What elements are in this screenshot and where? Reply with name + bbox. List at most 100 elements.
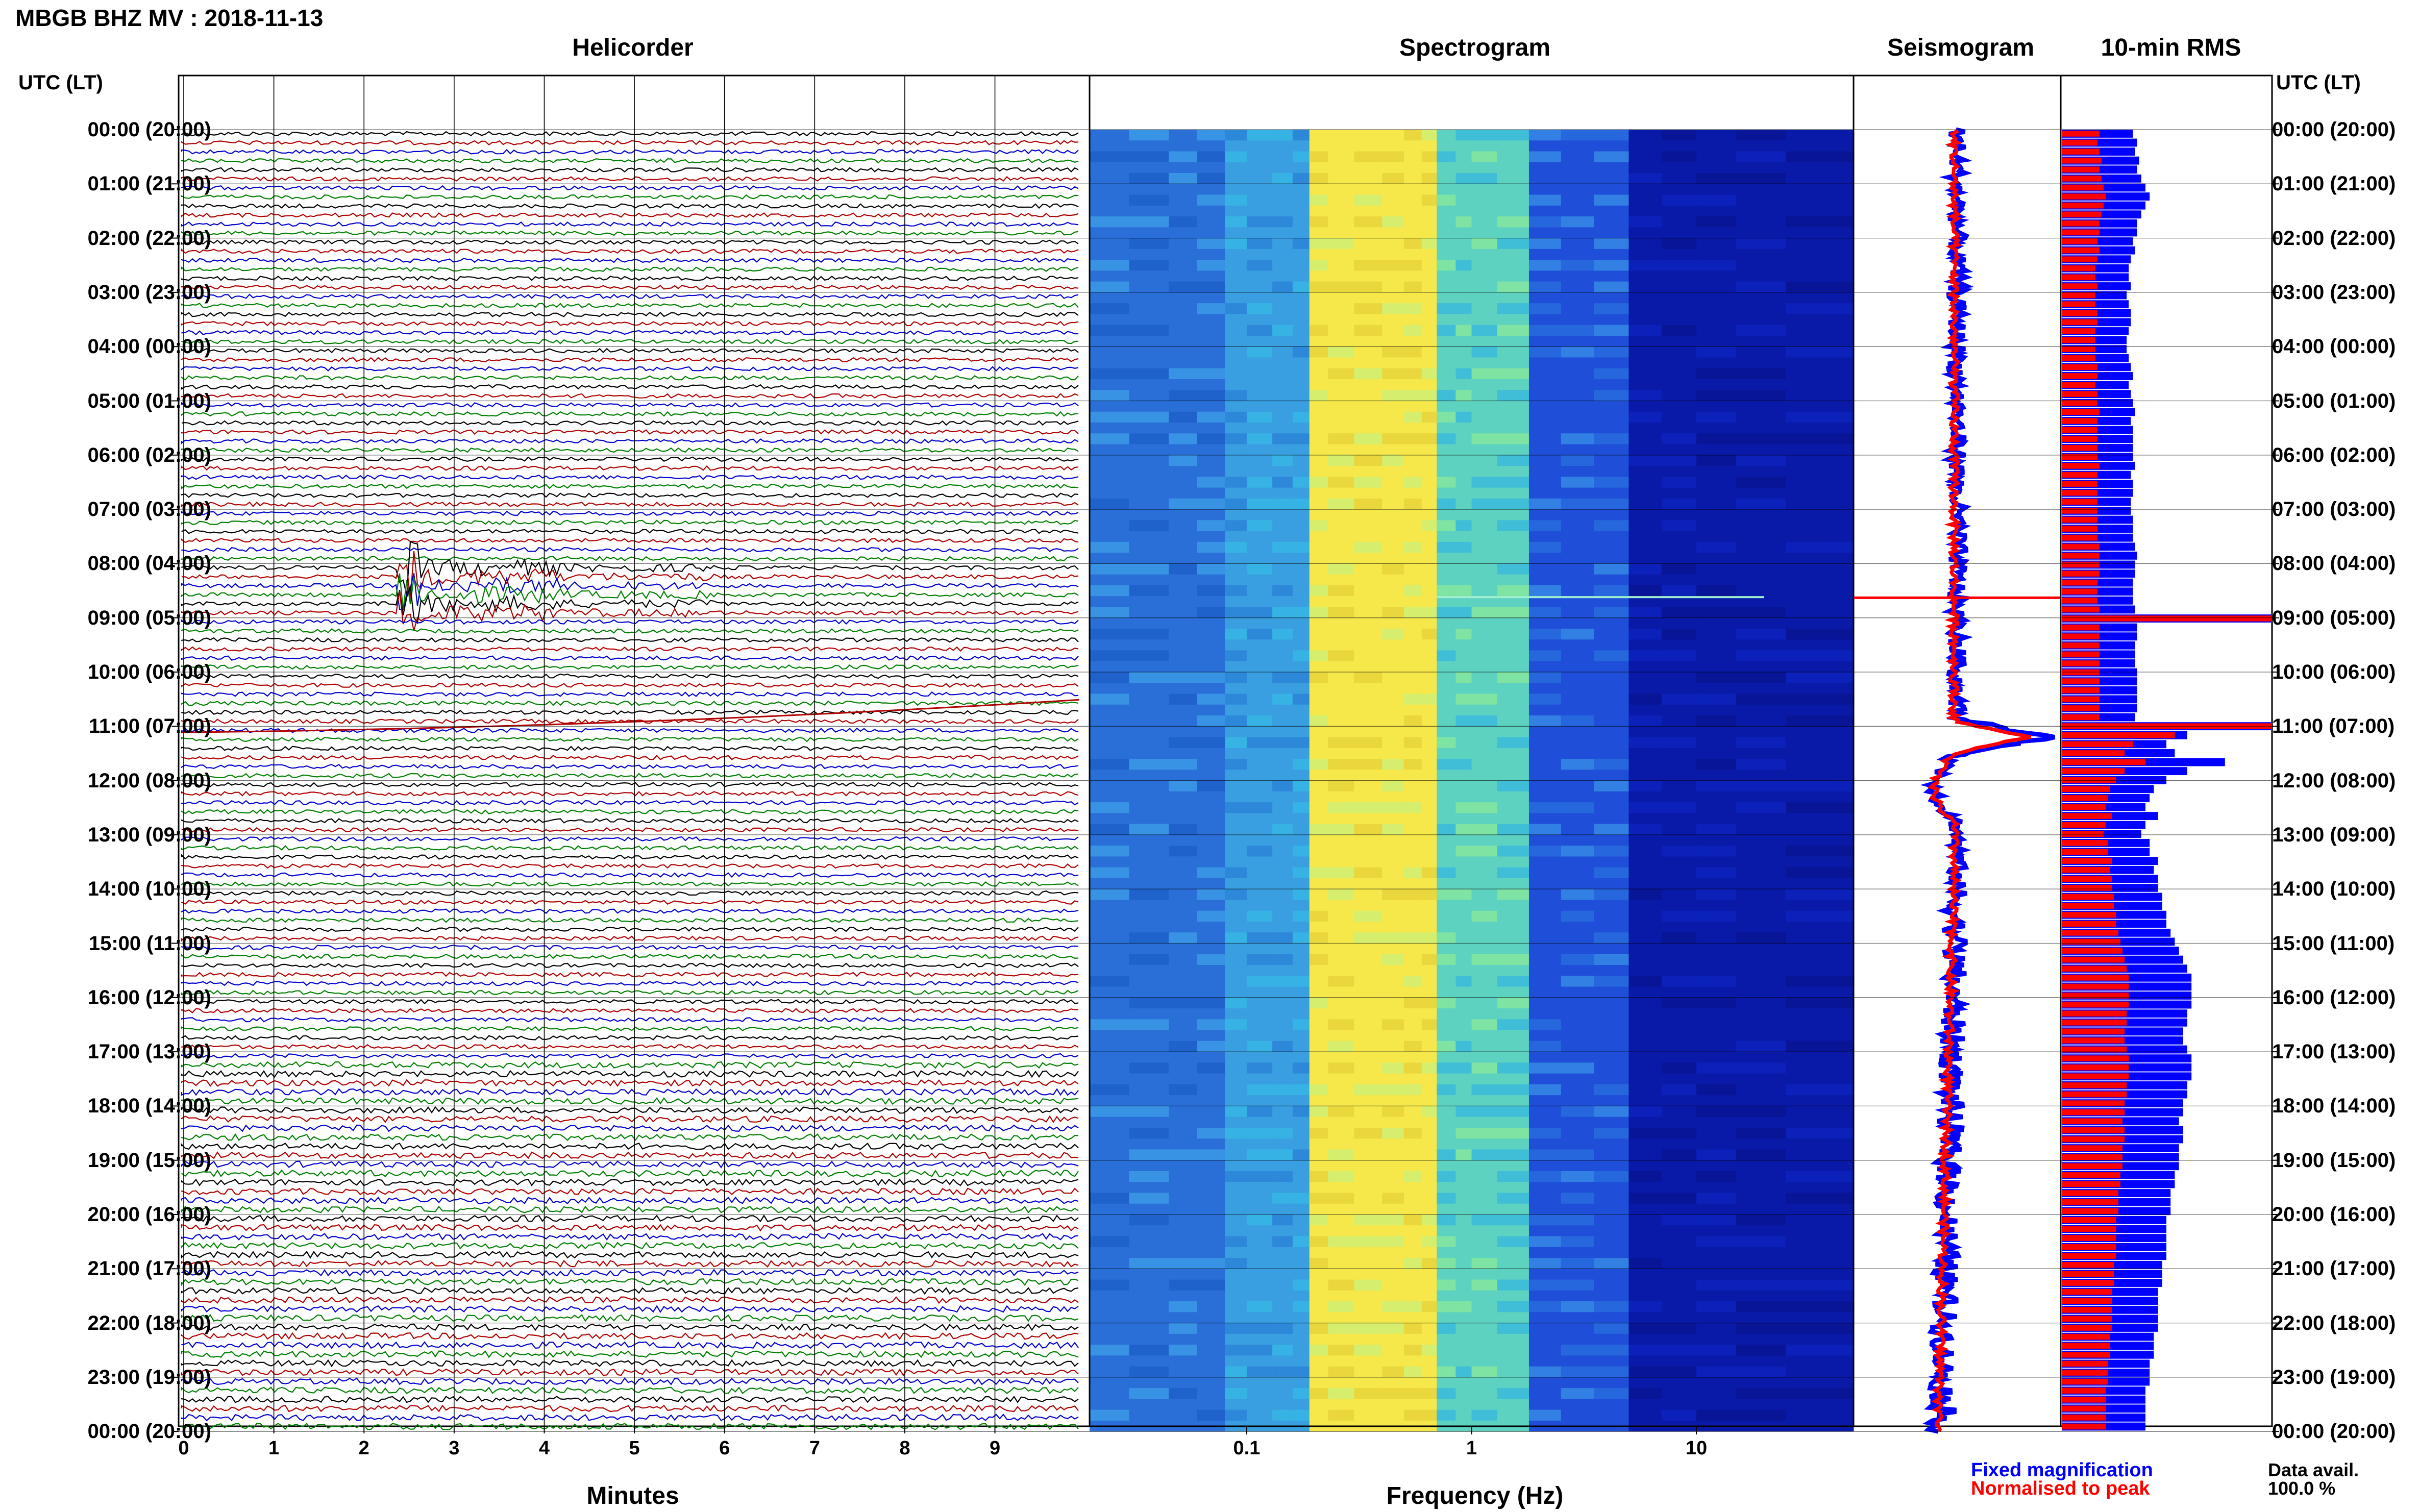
spectrogram-stripe (1786, 672, 1854, 683)
spectrogram-stripe (1309, 151, 1328, 162)
helicorder-trace (181, 890, 1079, 896)
spectrogram-stripe (1090, 607, 1130, 618)
spectrogram-stripe (1786, 433, 1854, 444)
rms-bar-normalised (2062, 157, 2102, 164)
spectrogram-stripe (1594, 390, 1629, 401)
spectrogram-stripe (1497, 303, 1529, 314)
spectrogram-stripe (1421, 238, 1437, 249)
rms-bar-normalised (2062, 166, 2100, 173)
spectrogram-stripe (1786, 1323, 1854, 1334)
spectrogram-stripe (1471, 1258, 1498, 1269)
spectrogram-stripe (1197, 693, 1225, 705)
spectrogram-stripe (1292, 151, 1310, 162)
spectrogram-stripe (1129, 1345, 1169, 1356)
helicorder-trace (181, 447, 1079, 453)
rms-bar-normalised (2062, 561, 2100, 568)
spectrogram-stripe (1561, 498, 1594, 510)
spectrogram-stripe (1696, 585, 1737, 597)
spectrogram-stripe (1197, 477, 1225, 488)
spectrogram-stripe (1197, 541, 1225, 553)
hour-label-left: 00:00 (20:00) (87, 118, 211, 141)
helicorder-trace (181, 872, 1079, 878)
spectrogram-stripe (1497, 976, 1529, 987)
rms-bar-normalised (2062, 831, 2104, 837)
helicorder-trace (181, 1151, 1079, 1159)
helicorder-trace (181, 330, 1079, 336)
spectrogram-stripe (1786, 1193, 1854, 1204)
spectrogram-stripe (1382, 151, 1404, 162)
spectrogram-stripe (1403, 433, 1422, 444)
spectrogram-stripe (1328, 1171, 1354, 1182)
helicorder-trace (181, 339, 1079, 344)
spectrogram-stripe (1786, 650, 1854, 661)
helicorder-trace (181, 167, 1079, 173)
spectrogram-stripe (1292, 1301, 1310, 1312)
rms-bar-normalised (2062, 211, 2102, 218)
rms-bar-normalised (2062, 1028, 2125, 1035)
spectrogram-stripe (1696, 607, 1737, 618)
spectrogram-stripe (1471, 802, 1498, 813)
spectrogram-stripe (1272, 824, 1293, 835)
spectrogram-stripe (1129, 1193, 1169, 1204)
spectrogram-stripe (1736, 368, 1786, 379)
spectrogram-stripe (1528, 1127, 1562, 1139)
spectrogram-stripe (1225, 1127, 1247, 1139)
spectrogram-stripe (1561, 1366, 1594, 1377)
spectrogram-stripe (1354, 824, 1383, 835)
helicorder-trace (181, 1224, 1079, 1232)
spectrogram-stripe (1328, 1279, 1354, 1291)
helicorder-trace (181, 682, 1079, 688)
spectrogram-stripe (1455, 520, 1472, 531)
spectrogram-stripe (1497, 737, 1529, 748)
spectrogram-stripe (1403, 1258, 1422, 1269)
helicorder-trace (181, 818, 1079, 824)
helicorder-trace (181, 1214, 1079, 1223)
spectrogram-stripe (1455, 976, 1472, 987)
minute-tick-label: 1 (268, 1437, 280, 1459)
spectrogram-stripe (1272, 455, 1293, 466)
spectrogram-stripe (1736, 1279, 1786, 1291)
spectrogram-stripe (1354, 194, 1383, 206)
spectrogram-stripe (1455, 173, 1472, 184)
helicorder-trace (181, 1414, 1079, 1422)
hour-label-left: 19:00 (15:00) (87, 1149, 211, 1172)
rms-bar-normalised (2062, 355, 2095, 361)
spectrogram-stripe (1197, 411, 1225, 423)
spectrogram-stripe (1786, 780, 1854, 791)
spectrogram-stripe (1382, 1084, 1404, 1096)
spectrogram-stripe (1628, 390, 1662, 401)
spectrogram-stripe (1272, 976, 1293, 987)
helicorder-trace (181, 700, 1079, 706)
spectrogram-stripe (1309, 1323, 1328, 1334)
spectrogram-stripe (1561, 216, 1594, 228)
spectrogram-stripe (1421, 390, 1437, 401)
spectrogram-stripe (1169, 455, 1197, 466)
spectrogram-stripe (1354, 325, 1383, 336)
spectrogram-stripe (1292, 910, 1310, 922)
spectrogram-stripe (1455, 1106, 1472, 1117)
hour-label-right: 18:00 (14:00) (2272, 1095, 2396, 1118)
rms-bar-normalised (2062, 1262, 2114, 1268)
spectrogram-stripe (1628, 1301, 1662, 1312)
spectrogram-stripe (1528, 1301, 1562, 1312)
spectrogram-stripe (1421, 932, 1437, 944)
rms-bar-normalised (2062, 1333, 2110, 1340)
spectrogram-stripe (1528, 260, 1562, 271)
spectrogram-stripe (1628, 824, 1662, 835)
spectrogram-stripe (1455, 411, 1472, 423)
rms-bar-normalised (2062, 642, 2100, 649)
spectrogram-stripe (1661, 1323, 1697, 1334)
spectrogram-stripe (1661, 650, 1697, 661)
helicorder-trace (181, 972, 1079, 978)
spectrogram-stripe (1328, 1409, 1354, 1421)
spectrogram-stripe (1528, 672, 1562, 683)
spectrogram-stripe (1309, 1106, 1328, 1117)
spectrogram-stripe (1197, 238, 1225, 249)
spectrogram-stripe (1225, 390, 1247, 401)
helicorder-trace (181, 384, 1079, 390)
spectrogram-stripe (1129, 650, 1169, 661)
rms-bar-normalised (2062, 1145, 2122, 1151)
spectrogram-stripe (1628, 173, 1662, 184)
spectrogram-stripe (1292, 477, 1310, 488)
spectrogram-stripe (1169, 1345, 1197, 1356)
